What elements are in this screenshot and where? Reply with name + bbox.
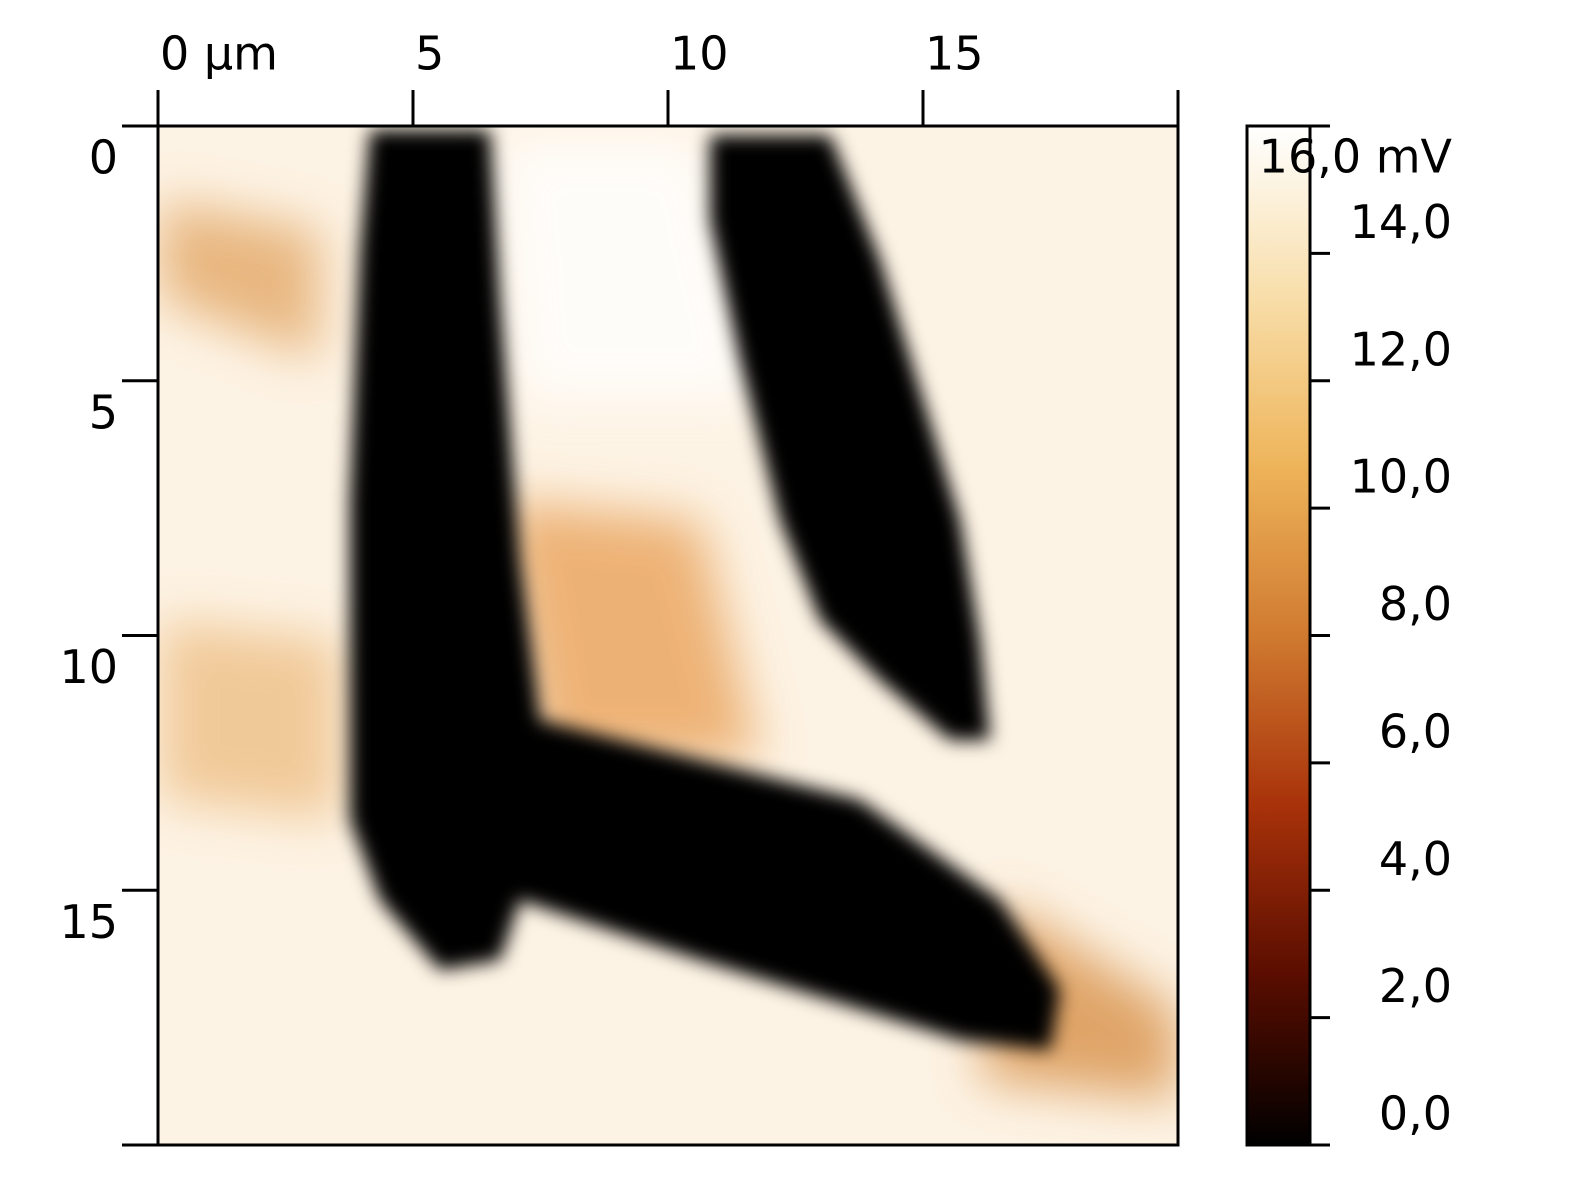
colorbar-tick-label: 16,0 mV: [1259, 130, 1453, 184]
colorbar-tick-label: 4,0: [1379, 832, 1452, 886]
colorbar-tick-label: 2,0: [1379, 959, 1452, 1013]
y-tick-label: 0: [89, 131, 118, 185]
colorbar: [1245, 124, 1312, 1147]
x-tick-label: 10: [670, 27, 729, 81]
scan-image: [158, 126, 1178, 1145]
colorbar-tick-label: 6,0: [1379, 704, 1452, 758]
y-tick-label: 10: [59, 640, 118, 694]
x-tick-label: 5: [415, 27, 444, 81]
x-tick-label: 15: [925, 27, 984, 81]
y-tick-label: 5: [89, 385, 118, 439]
colorbar-tick-label: 14,0: [1350, 195, 1452, 249]
colorbar-tick-label: 12,0: [1350, 322, 1452, 376]
x-tick-label: 0 µm: [160, 27, 278, 81]
colorbar-tick-label: 0,0: [1379, 1087, 1452, 1141]
y-tick-label: 15: [59, 895, 118, 949]
colorbar-tick-label: 10,0: [1350, 450, 1452, 504]
colorbar-tick-label: 8,0: [1379, 577, 1452, 631]
